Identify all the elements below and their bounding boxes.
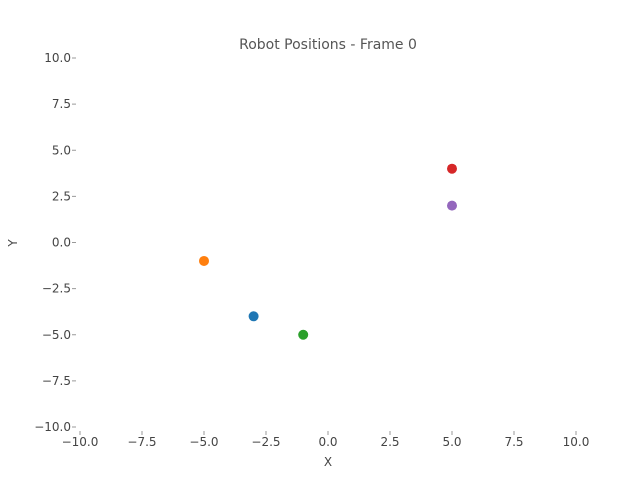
scatter-point-3 — [447, 163, 457, 174]
x-tick-label: 7.5 — [504, 435, 523, 449]
chart-title: Robot Positions - Frame 0 — [239, 37, 417, 53]
scatter-point-0 — [248, 311, 259, 322]
x-tick-label: −7.5 — [127, 435, 156, 449]
x-tick-label: 10.0 — [563, 435, 590, 449]
x-tick-label: 5.0 — [442, 435, 461, 449]
x-axis: −10.0 −7.5 −5.0 −2.5 0.0 2.5 5.0 7.5 10.0 — [62, 431, 590, 449]
y-tick-label: 7.5 — [52, 97, 71, 111]
y-tick-label: 10.0 — [44, 51, 71, 65]
y-tick-label: −2.5 — [42, 282, 71, 296]
x-tick-label: 2.5 — [380, 435, 399, 449]
y-tick-label: −5.0 — [42, 328, 71, 342]
x-tick-label: −5.0 — [189, 435, 218, 449]
x-axis-label: X — [324, 455, 332, 469]
y-tick-label: 0.0 — [52, 236, 71, 250]
scatter-points — [199, 163, 457, 340]
y-tick-label: −10.0 — [34, 420, 71, 434]
scatter-point-4 — [447, 200, 457, 211]
scatter-point-1 — [199, 255, 209, 266]
y-axis-label: Y — [6, 239, 20, 248]
x-tick-label: 0.0 — [318, 435, 337, 449]
y-tick-label: −7.5 — [42, 374, 71, 388]
scatter-point-2 — [298, 329, 309, 340]
x-tick-label: −2.5 — [251, 435, 280, 449]
y-tick-label: 2.5 — [52, 189, 71, 203]
y-tick-label: 5.0 — [52, 143, 71, 157]
x-tick-label: −10.0 — [62, 435, 99, 449]
y-axis: −10.0 −7.5 −5.0 −2.5 0.0 2.5 5.0 7.5 10.0 — [34, 51, 76, 434]
